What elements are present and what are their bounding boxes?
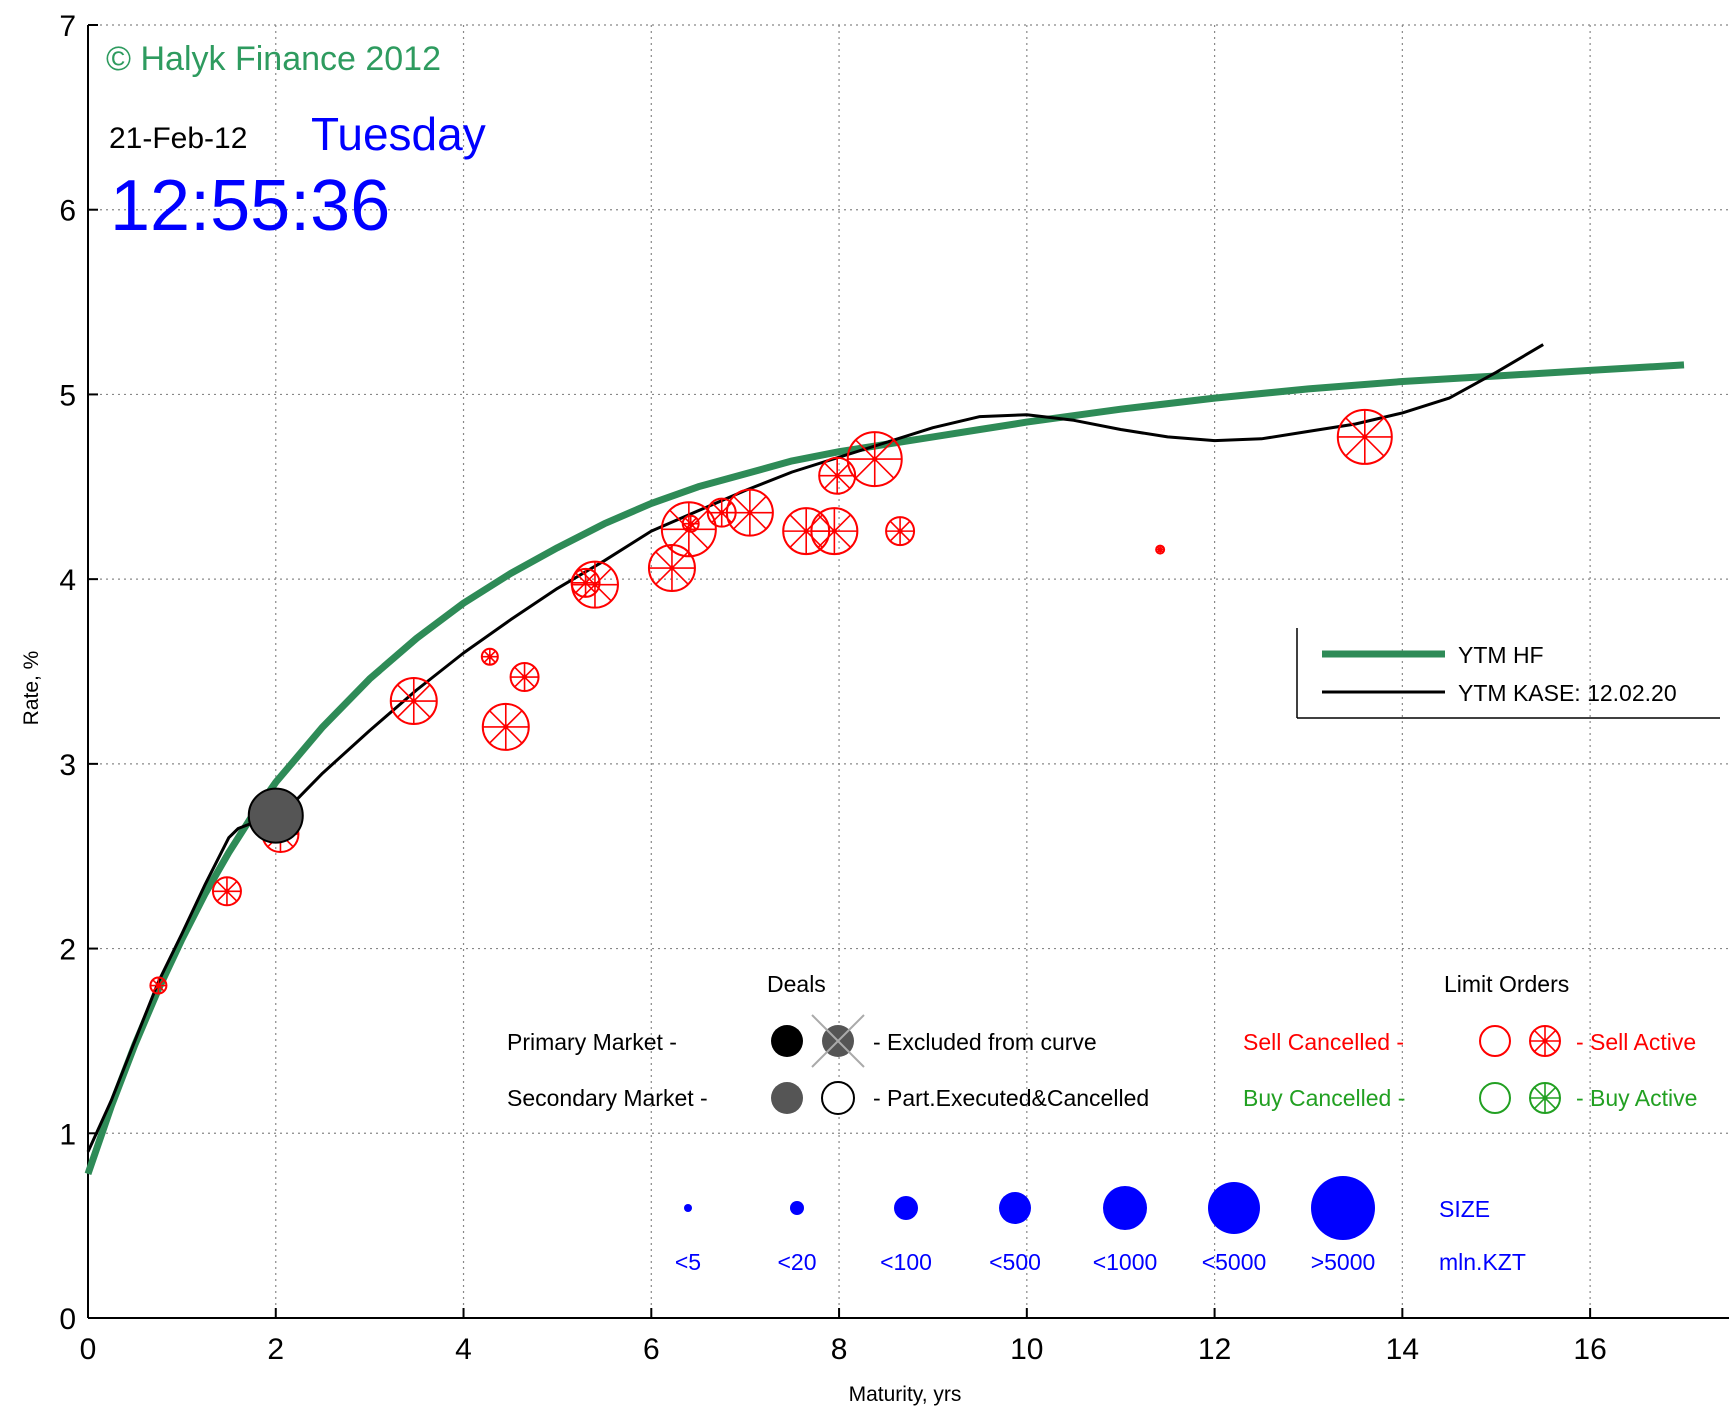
legend-kase-label: YTM KASE: 12.02.20 [1458,680,1677,706]
buy-cancelled-label: Buy Cancelled - [1243,1085,1405,1111]
sell-active-order-marker [810,507,859,556]
sell-active-order-marker [480,647,499,666]
part-executed-label: - Part.Executed&Cancelled [873,1085,1149,1111]
sell-active-order-marker [818,456,857,495]
axes [87,24,1729,1319]
size-key-dot [684,1204,692,1212]
sell-active-order-marker [509,662,540,693]
sell-active-order-marker [647,544,696,593]
x-tick-label: 16 [1573,1333,1606,1366]
size-key-label: <20 [777,1249,816,1275]
sell-cancelled-label: Sell Cancelled - [1243,1029,1404,1055]
symbol-key: Deals Limit Orders Primary Market - Seco… [507,971,1697,1115]
y-tick-label: 3 [59,749,76,782]
sell-active-marker [1529,1025,1561,1057]
copyright-text: © Halyk Finance 2012 [106,40,441,78]
y-axis-label: Rate, % [20,651,43,726]
weekday-text: Tuesday [311,108,486,160]
sell-cancelled-marker [1479,1025,1511,1057]
x-tick-label: 6 [643,1333,660,1366]
sell-active-order-marker [1155,544,1166,555]
date-text: 21-Feb-12 [109,122,247,155]
y-tick-label: 7 [59,10,76,43]
secondary-deal-marker [771,1082,803,1114]
x-tick-label: 0 [80,1333,97,1366]
sell-active-orders [149,408,1393,995]
sell-active-order-marker [570,560,619,609]
y-tick-label: 5 [59,379,76,412]
time-text: 12:55:36 [110,166,390,246]
buy-active-label: - Buy Active [1576,1085,1697,1111]
y-tick-label: 6 [59,195,76,228]
x-tick-labels: 0 2 4 6 8 10 12 14 16 [80,1333,1607,1366]
size-key-dot [1311,1176,1375,1240]
limit-orders-title: Limit Orders [1444,971,1569,997]
secondary-market-label: Secondary Market - [507,1085,708,1111]
sell-active-order-marker [846,431,903,488]
part-executed-marker [821,1081,855,1115]
sell-active-order-marker [389,677,438,726]
sell-active-order-marker [149,976,168,995]
sell-active-order-marker [481,702,530,751]
buy-cancelled-marker [1479,1082,1511,1114]
buy-active-marker [1529,1082,1561,1114]
y-tick-label: 2 [59,934,76,967]
excluded-label: - Excluded from curve [873,1029,1097,1055]
y-tick-label: 1 [59,1118,76,1151]
buy-active-key-symbol [1529,1082,1561,1114]
x-axis-label: Maturity, yrs [849,1383,962,1406]
ytm-hf-line [84,361,1685,1176]
size-unit: mln.KZT [1439,1249,1526,1275]
x-tick-label: 4 [455,1333,472,1366]
sell-active-order-marker [570,567,601,598]
primary-deal-marker [771,1025,803,1057]
x-tick-label: 12 [1198,1333,1231,1366]
size-key-label: >5000 [1311,1249,1376,1275]
sell-active-order-marker [1336,408,1393,465]
sell-active-label: - Sell Active [1576,1029,1696,1055]
size-key-label: <1000 [1093,1249,1158,1275]
size-key-dot [1208,1182,1260,1234]
sell-active-order-marker [885,516,916,547]
x-tick-label: 2 [267,1333,284,1366]
size-key-label: <500 [989,1249,1041,1275]
sell-active-order-marker [782,507,831,556]
curves [84,343,1685,1176]
sell-active-order-marker [660,501,717,558]
x-tick-label: 10 [1010,1333,1043,1366]
sell-active-order-marker [681,514,700,533]
excluded-deal-marker [811,1014,865,1068]
line-legend: YTM HF YTM KASE: 12.02.20 [1296,628,1720,719]
sell-active-order-marker [211,876,242,907]
size-key-label: <5 [675,1249,701,1275]
size-key-label: <5000 [1202,1249,1267,1275]
x-tick-label: 8 [831,1333,848,1366]
y-tick-label: 4 [59,564,76,597]
size-key-dot [1103,1186,1147,1230]
primary-market-label: Primary Market - [507,1029,677,1055]
deals [247,787,304,844]
deals-title: Deals [767,971,826,997]
size-key-label: <100 [880,1249,932,1275]
size-key-dot [894,1196,918,1220]
sell-active-key-symbol [1529,1025,1561,1057]
size-key-dot [999,1192,1031,1224]
size-key-dot [790,1201,804,1215]
sell-active-order-marker [725,488,774,537]
y-tick-label: 0 [59,1303,76,1336]
size-title: SIZE [1439,1196,1490,1222]
x-tick-label: 14 [1386,1333,1419,1366]
legend-hf-label: YTM HF [1458,642,1544,668]
deal-marker [247,787,304,844]
ytm-kase-line [86,343,1544,1153]
size-key: <5 <20 <100 <500 <1000 <5000 >5000 [675,1176,1375,1275]
y-tick-labels: 0 1 2 3 4 5 6 7 [59,10,76,1336]
